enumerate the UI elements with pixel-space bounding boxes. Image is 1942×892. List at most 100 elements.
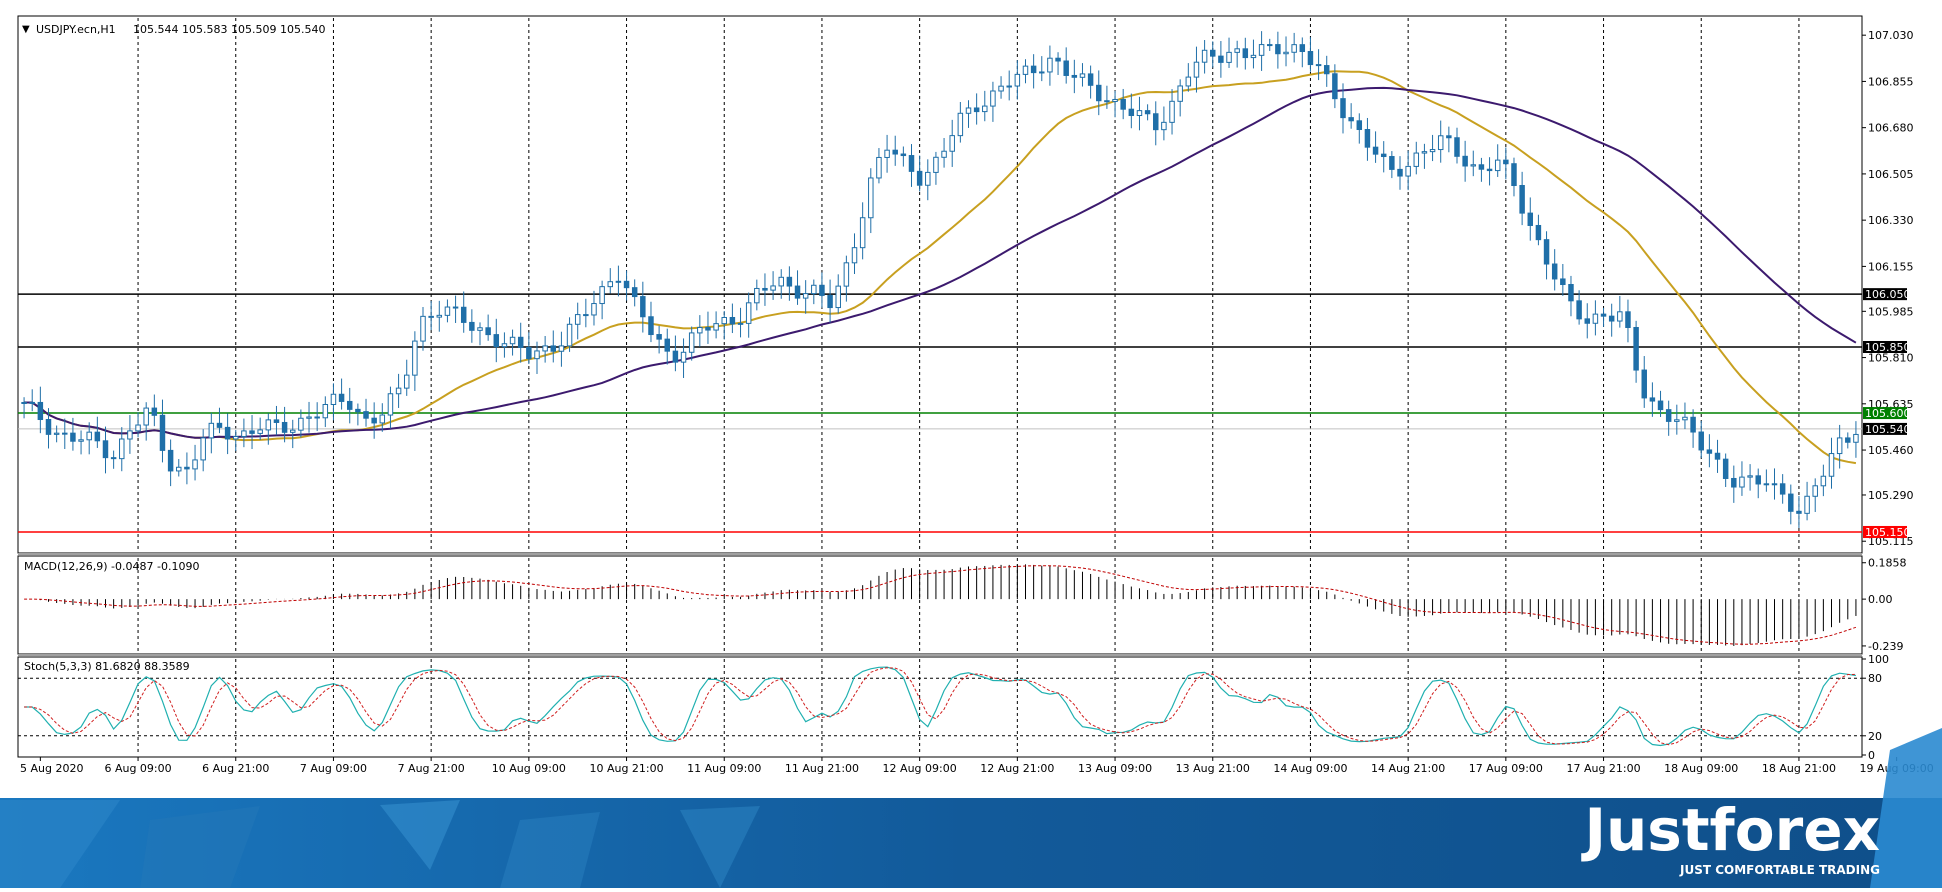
candle [241, 430, 247, 437]
candle [1804, 495, 1810, 514]
candle [811, 284, 817, 295]
candle [1486, 168, 1493, 172]
candle [745, 302, 752, 324]
candle [208, 422, 215, 439]
candle [713, 323, 719, 331]
candle [965, 107, 972, 114]
candle [534, 350, 540, 360]
candle [1714, 452, 1721, 460]
time-tick-label: 12 Aug 09:00 [883, 762, 957, 775]
candle [843, 262, 850, 287]
candle [1234, 48, 1240, 53]
candle [1096, 84, 1102, 102]
candle [346, 400, 353, 410]
dropdown-icon[interactable]: ▼ [22, 24, 30, 35]
price-tick-label: 105.460 [1868, 444, 1914, 457]
time-tick-label: 11 Aug 21:00 [785, 762, 859, 775]
candle [1592, 313, 1599, 324]
candle [859, 217, 866, 249]
candle [1625, 311, 1631, 328]
candle [460, 306, 467, 323]
candle [1511, 163, 1517, 187]
candle [119, 438, 125, 460]
candle [1560, 278, 1566, 286]
candle [1405, 165, 1411, 177]
candle [143, 407, 149, 426]
candle [1193, 61, 1200, 78]
candle [550, 345, 557, 352]
time-tick-label: 6 Aug 21:00 [202, 762, 269, 775]
candle [444, 306, 451, 316]
time-tick-label: 13 Aug 09:00 [1078, 762, 1152, 775]
price-tick-label: 106.330 [1868, 214, 1914, 227]
candle [1372, 146, 1379, 155]
candle [900, 153, 907, 157]
candle [1218, 55, 1224, 63]
candle [1169, 100, 1175, 123]
candle [786, 276, 793, 287]
candle [1543, 239, 1550, 265]
candle [1323, 65, 1330, 75]
ohlc-label: 105.544 105.583 105.509 105.540 [133, 23, 325, 36]
time-tick-label: 10 Aug 21:00 [589, 762, 663, 775]
candle [1503, 159, 1509, 165]
candle [176, 466, 182, 472]
candle [1820, 475, 1827, 487]
candle [21, 401, 27, 404]
candle [762, 287, 768, 291]
candle [1055, 57, 1061, 62]
candle [656, 334, 662, 340]
macd-tick-label: -0.239 [1868, 640, 1903, 653]
candle [501, 343, 508, 348]
candle [802, 293, 809, 299]
candle [1014, 73, 1021, 87]
candle [949, 135, 955, 152]
candle [306, 416, 312, 419]
candle [794, 285, 801, 299]
candle [1340, 98, 1346, 119]
candle [819, 284, 825, 296]
candle [615, 280, 622, 283]
brand-logo: Justforex [1580, 796, 1880, 864]
candle [1242, 48, 1249, 59]
candle [1576, 300, 1582, 320]
ma-slow-line [24, 86, 1857, 439]
brand-banner: Justforex JUST COMFORTABLE TRADING [0, 728, 1942, 888]
level-tag: 105.850 [1865, 341, 1911, 354]
candle [1030, 65, 1037, 74]
candle [110, 457, 117, 460]
candle [403, 374, 410, 389]
price-tick-label: 106.505 [1868, 168, 1914, 181]
candle [167, 449, 174, 472]
candle [159, 414, 166, 451]
macd-pane-frame [17, 555, 1863, 655]
candle [1812, 485, 1818, 497]
candle [1128, 108, 1135, 117]
candle [314, 416, 320, 419]
price-tick-label: 106.155 [1868, 260, 1914, 273]
candle [1755, 475, 1761, 485]
candle [1201, 49, 1208, 63]
candle [249, 430, 255, 434]
stoch-tick-label: 20 [1868, 730, 1882, 743]
candle [216, 422, 223, 428]
candle [1845, 437, 1851, 443]
candle [933, 156, 939, 173]
candle [1266, 44, 1273, 47]
candle [631, 287, 638, 298]
candle [192, 459, 198, 470]
candle [1633, 326, 1639, 371]
time-tick-label: 13 Aug 21:00 [1176, 762, 1250, 775]
candle [45, 419, 52, 435]
candle [1771, 483, 1778, 486]
candle [1356, 120, 1363, 131]
candle [908, 155, 915, 172]
time-tick-label: 11 Aug 09:00 [687, 762, 761, 775]
candle [835, 285, 841, 309]
candle [1527, 212, 1534, 226]
candle [1389, 156, 1395, 170]
candle [355, 408, 361, 413]
candle [233, 435, 239, 440]
